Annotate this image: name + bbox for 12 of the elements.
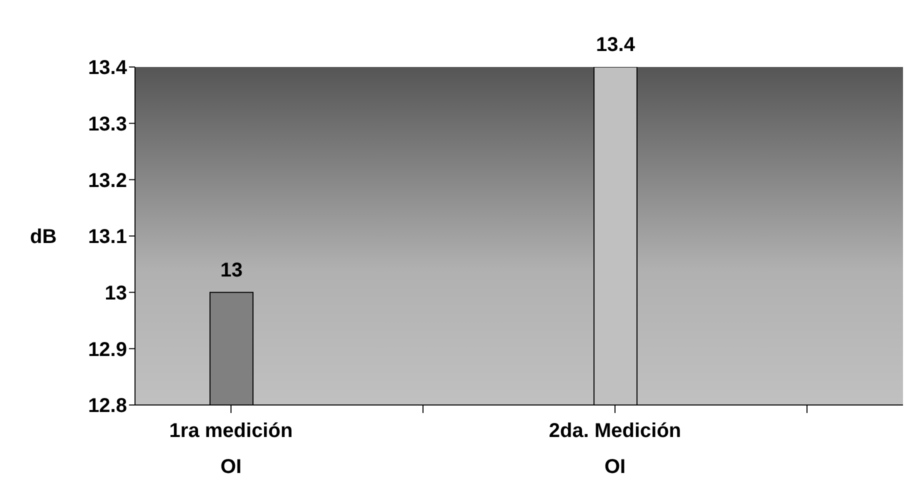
y-tick-label: 13 <box>104 282 127 304</box>
y-tick-label: 12.8 <box>88 395 127 418</box>
data-label: 13 <box>220 259 243 282</box>
data-label: 13.4 <box>596 34 636 56</box>
x-tick-label: 2da. Medición OI <box>548 420 682 478</box>
y-tick-label: 13.3 <box>88 113 127 136</box>
y-tick-label: 13.1 <box>88 226 127 248</box>
y-tick-label: 12.9 <box>88 338 127 361</box>
y-tick-label: 13.4 <box>88 57 128 80</box>
x-tick-label: 1ra medición OI <box>169 420 293 478</box>
y-tick-label: 13.2 <box>88 170 127 192</box>
y-axis-title: dB <box>30 226 57 248</box>
